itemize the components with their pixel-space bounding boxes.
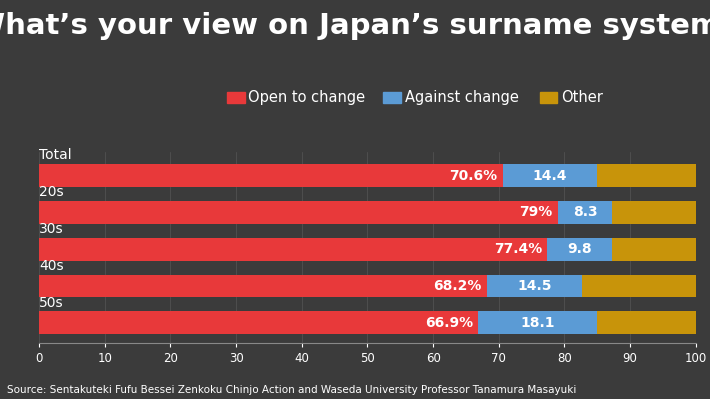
Bar xyxy=(39,238,547,261)
Text: What’s your view on Japan’s surname system?: What’s your view on Japan’s surname syst… xyxy=(0,12,710,40)
Text: 30s: 30s xyxy=(39,222,64,236)
Bar xyxy=(479,312,597,334)
Text: Other: Other xyxy=(561,90,603,105)
Text: 79%: 79% xyxy=(520,205,552,219)
Bar xyxy=(558,201,613,224)
Text: Source: Sentakuteki Fufu Bessei Zenkoku Chinjo Action and Waseda University Prof: Source: Sentakuteki Fufu Bessei Zenkoku … xyxy=(7,385,577,395)
Text: 8.3: 8.3 xyxy=(573,205,597,219)
Bar xyxy=(612,238,696,261)
Text: Open to change: Open to change xyxy=(248,90,366,105)
Text: 14.5: 14.5 xyxy=(518,279,552,293)
Bar xyxy=(39,164,503,187)
Text: 18.1: 18.1 xyxy=(520,316,555,330)
Bar xyxy=(613,201,696,224)
Bar xyxy=(597,312,696,334)
Text: Against change: Against change xyxy=(405,90,518,105)
Text: Total: Total xyxy=(39,148,72,162)
Text: 77.4%: 77.4% xyxy=(494,242,542,256)
Bar xyxy=(547,238,612,261)
Text: 66.9%: 66.9% xyxy=(425,316,473,330)
Text: 20s: 20s xyxy=(39,185,64,199)
Text: 70.6%: 70.6% xyxy=(449,168,498,183)
Bar xyxy=(39,275,487,298)
Bar xyxy=(582,275,696,298)
Text: 40s: 40s xyxy=(39,259,64,273)
Text: 68.2%: 68.2% xyxy=(433,279,481,293)
Bar xyxy=(487,275,582,298)
Bar xyxy=(597,164,696,187)
Text: 14.4: 14.4 xyxy=(532,168,567,183)
Text: 9.8: 9.8 xyxy=(567,242,592,256)
Bar xyxy=(503,164,597,187)
Bar xyxy=(39,201,558,224)
Bar xyxy=(39,312,479,334)
Text: 50s: 50s xyxy=(39,296,64,310)
